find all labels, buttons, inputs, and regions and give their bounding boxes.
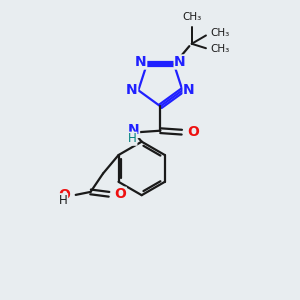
Text: N: N: [135, 55, 147, 69]
Text: H: H: [59, 194, 68, 207]
Text: O: O: [114, 187, 126, 201]
Text: N: N: [174, 55, 186, 69]
Text: N: N: [126, 83, 138, 97]
Text: CH₃: CH₃: [182, 12, 201, 22]
Text: N: N: [183, 83, 195, 97]
Text: O: O: [58, 188, 70, 203]
Text: CH₃: CH₃: [210, 28, 230, 38]
Text: O: O: [187, 125, 199, 139]
Text: H: H: [128, 132, 137, 145]
Text: CH₃: CH₃: [210, 44, 230, 54]
Text: N: N: [128, 123, 140, 137]
